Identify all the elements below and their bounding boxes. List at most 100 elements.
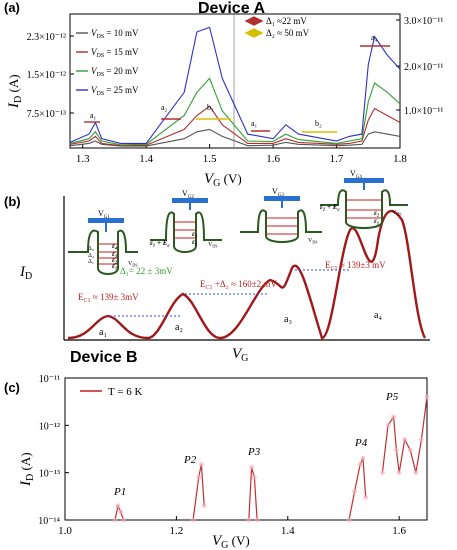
peak-label-p5: P5 (385, 391, 399, 403)
delta2-legend-text: Δ₂ ≈ 50 mV (266, 28, 310, 38)
c-series-segment-2 (248, 467, 258, 521)
c-point-4-4 (396, 470, 402, 476)
panel-a-frame (69, 13, 401, 149)
gate-label-2: VG2 (182, 189, 194, 200)
c-point-2-1 (249, 464, 255, 470)
c-point-4-7 (413, 470, 419, 476)
panel-b-peak-a2: a₂ (175, 322, 183, 333)
c-point-0-0 (112, 517, 118, 523)
ec1-right-label: EC1 ≈ 139±3 mV (325, 260, 386, 272)
c-point-0-1 (115, 503, 121, 509)
panel-c-label: (c) (4, 380, 20, 395)
a-series-line-3 (69, 26, 401, 144)
peak-label-b2: b₂ (315, 119, 322, 128)
a-series-line-2 (69, 77, 401, 146)
gate-label-1: VG1 (98, 209, 110, 220)
c-point-4-8 (418, 437, 424, 443)
c-series-segment-0 (114, 503, 125, 521)
panel-c-y-ticks: 10⁻¹¹ 10⁻¹² 10⁻¹³ 10⁻¹⁴ (38, 374, 69, 527)
c-point-0-2 (118, 509, 124, 515)
c-point-2-0 (246, 517, 252, 523)
panel-c-xlabel: VG (V) (212, 533, 250, 550)
svg-text:ε₁: ε₁ (112, 262, 117, 270)
peak-label-p4: P4 (354, 437, 368, 449)
peak-label-a2: a₂ (161, 103, 168, 112)
panel-a-series (69, 26, 401, 147)
svg-text:ε₂ + Ec: ε₂ + Ec (320, 203, 340, 213)
panel-c-x-ticks: 1.0 1.2 1.4 1.6 (58, 516, 407, 537)
gate-label-3: VG3 (272, 187, 284, 198)
svg-text:VDS: VDS (128, 261, 137, 268)
panel-b-peak-labels: a₁ a₂ a₃ a₄ (99, 310, 382, 338)
c-series-segment-4 (381, 396, 428, 473)
c-point-3-0 (346, 517, 352, 523)
panel-b-ylabel: ID (19, 264, 32, 282)
panel-c-title: Device B (70, 349, 138, 366)
delta1-value-label: Δ₁= 22 ± 3mV (120, 266, 173, 276)
a-legend-label-1: VDS = 15 mV (91, 47, 139, 59)
c-point-1-0 (190, 517, 196, 523)
a-series-line-0 (69, 128, 401, 147)
svg-text:VDS: VDS (208, 242, 217, 249)
c-y-tick-1: 10⁻¹² (39, 421, 60, 432)
panel-a-right-ticks: 3.0×10⁻¹¹ 2.0×10⁻¹¹ 1.0×10⁻¹¹ (396, 16, 443, 117)
a-right-tick-1: 2.0×10⁻¹¹ (404, 62, 443, 73)
svg-text:ε₁: ε₁ (374, 217, 379, 225)
panel-a-x-ticks: 1.3 1.4 1.5 1.6 1.7 1.8 (76, 144, 407, 165)
svg-text:ε₁: ε₁ (192, 238, 197, 246)
panel-b-peak-a1: a₁ (99, 327, 107, 338)
peak-label-p1: P1 (113, 486, 126, 498)
c-point-2-2 (251, 474, 257, 480)
panel-c-ylabel: ID (A) (18, 452, 36, 487)
a-x-tick-5: 1.8 (393, 153, 407, 165)
c-point-4-0 (379, 470, 385, 476)
c-point-3-3 (360, 455, 366, 461)
panel-c-legend: T = 6 K (80, 386, 142, 398)
a-legend-label-2: VDS = 20 mV (91, 66, 139, 78)
panel-a-xlabel: VG (V) (204, 171, 242, 189)
c-point-4-1 (385, 422, 391, 428)
panel-b-peak-a4: a₄ (374, 310, 382, 321)
dot-schematic-3: VG3 VDS (240, 187, 322, 245)
c-x-tick-3: 1.6 (392, 525, 406, 537)
panel-a-ylabel: ID (A) (6, 74, 24, 109)
a-x-tick-0: 1.3 (76, 153, 90, 165)
c-point-4-2 (391, 414, 397, 420)
dot-schematic-4: VG4 ε₂ + Ec ε₂ ε₁ VDS (320, 169, 408, 229)
svg-text:ε₃: ε₃ (112, 250, 118, 258)
c-series-segment-1 (192, 464, 205, 521)
panel-b-peak-a3: a₃ (284, 314, 292, 325)
c-y-tick-2: 10⁻¹³ (39, 469, 60, 480)
panel-c-series (112, 394, 430, 523)
dot-schematic-1: VG1 ε₄ ε₃ ε₂ ε₁ Δ₃ Δ₂ Δ₁ VDS (68, 209, 138, 275)
svg-text:Δ₂: Δ₂ (88, 253, 94, 259)
c-point-3-1 (352, 489, 358, 495)
svg-text:Δ₁: Δ₁ (88, 259, 94, 265)
c-point-4-3 (393, 447, 399, 453)
svg-text:ε₂: ε₂ (192, 230, 198, 238)
panel-b-peaks-curve (67, 209, 427, 340)
panel-b-label: (b) (4, 194, 21, 209)
panel-a-peak-labels: a₁ a₂ b₁ a₁ b₂ a₄ (84, 33, 390, 133)
peak-label-a4: a₄ (371, 33, 378, 42)
svg-text:Δ₃: Δ₃ (88, 246, 94, 252)
c-point-3-4 (363, 494, 369, 500)
panel-a-title: Device A (198, 0, 265, 17)
a-x-tick-1: 1.4 (139, 153, 153, 165)
svg-text:ε₂: ε₂ (112, 256, 118, 264)
peak-label-p2: P2 (183, 454, 197, 466)
a-left-tick-1: 1.5×10⁻¹² (27, 70, 66, 81)
a-x-tick-2: 1.5 (203, 153, 217, 165)
a-left-tick-0: 2.3×10⁻¹² (27, 32, 66, 43)
peak-label-p3: P3 (247, 446, 261, 458)
gate-label-4: VG4 (350, 169, 362, 180)
svg-text:ε₂: ε₂ (374, 209, 380, 217)
c-series-segment-3 (348, 456, 367, 521)
c-point-1-3 (201, 503, 207, 509)
delta1-legend-text: Δ₁ ≈22 mV (266, 16, 307, 26)
panel-c-legend-text: T = 6 K (108, 386, 142, 398)
c-point-3-2 (357, 461, 363, 467)
peak-label-b1: b₁ (207, 103, 214, 112)
c-x-tick-0: 1.0 (58, 525, 72, 537)
panel-a-delta-legend: Δ₁ ≈22 mV Δ₂ ≈ 50 mV (244, 16, 310, 38)
